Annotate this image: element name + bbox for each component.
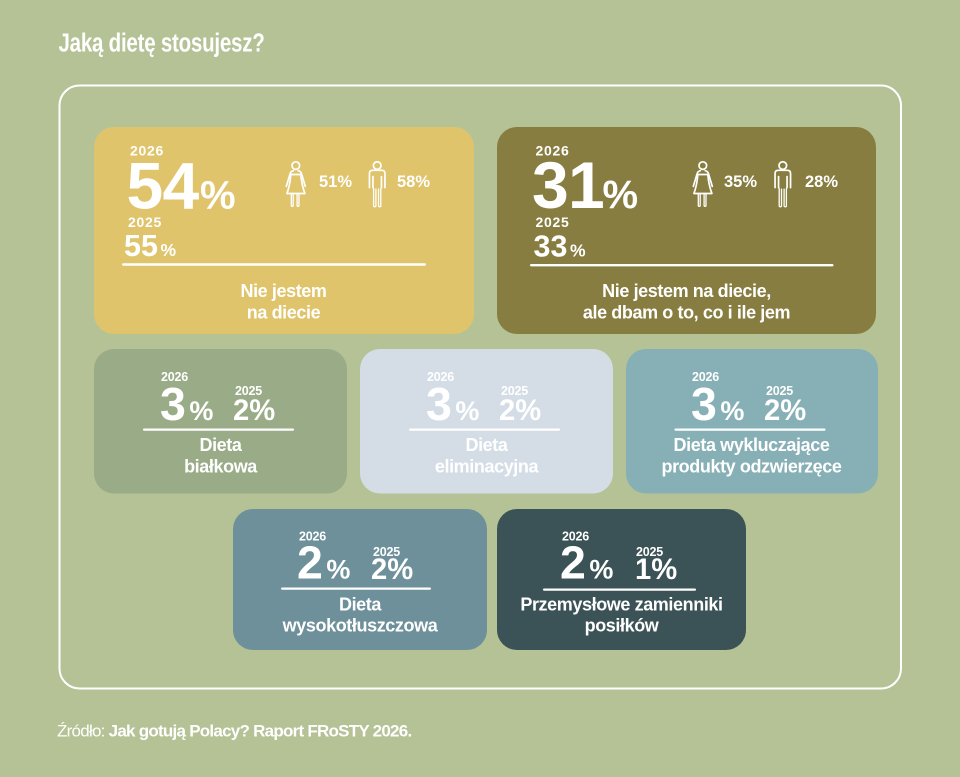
- svg-text:2026: 2026: [161, 370, 188, 384]
- svg-text:Dieta wykluczające: Dieta wykluczające: [674, 435, 830, 455]
- svg-text:Dieta: Dieta: [465, 435, 508, 455]
- svg-text:2%: 2%: [371, 554, 413, 586]
- svg-text:2026: 2026: [130, 143, 164, 159]
- svg-text:Dieta: Dieta: [339, 595, 382, 615]
- svg-text:2025: 2025: [636, 545, 663, 559]
- svg-text:wysokotłuszczowa: wysokotłuszczowa: [282, 616, 439, 636]
- svg-text:35%: 35%: [724, 173, 757, 191]
- svg-text:Nie jestem: Nie jestem: [240, 281, 326, 301]
- svg-text:białkowa: białkowa: [184, 457, 258, 477]
- svg-text:na diecie: na diecie: [247, 303, 321, 323]
- svg-text:2026: 2026: [299, 530, 326, 544]
- svg-text:Przemysłowe zamienniki: Przemysłowe zamienniki: [520, 595, 722, 615]
- svg-text:2%: 2%: [499, 395, 541, 427]
- svg-text:1%: 1%: [635, 554, 677, 586]
- svg-text:2025: 2025: [766, 384, 793, 398]
- svg-text:2025: 2025: [235, 384, 262, 398]
- svg-text:posiłków: posiłków: [585, 616, 660, 636]
- svg-text:2025: 2025: [128, 214, 162, 230]
- svg-text:2%: 2%: [233, 395, 275, 427]
- svg-text:produkty odzwierzęce: produkty odzwierzęce: [661, 457, 841, 477]
- svg-text:2025: 2025: [536, 214, 570, 230]
- svg-text:eliminacyjna: eliminacyjna: [435, 457, 540, 477]
- svg-text:2025: 2025: [501, 384, 528, 398]
- svg-text:2026: 2026: [536, 143, 570, 159]
- svg-text:2026: 2026: [562, 530, 589, 544]
- svg-text:28%: 28%: [805, 173, 838, 191]
- svg-text:58%: 58%: [397, 173, 430, 191]
- svg-text:2026: 2026: [427, 370, 454, 384]
- svg-text:Jaką dietę stosujesz?: Jaką dietę stosujesz?: [59, 28, 265, 57]
- svg-text:2025: 2025: [373, 545, 400, 559]
- svg-text:Nie jestem na diecie,: Nie jestem na diecie,: [602, 281, 771, 301]
- svg-text:ale dbam o to, co i ile jem: ale dbam o to, co i ile jem: [583, 303, 790, 323]
- svg-text:51%: 51%: [319, 173, 352, 191]
- svg-text:Źródło: Jak gotują Polacy? Rap: Źródło: Jak gotują Polacy? Raport FRoSTY…: [57, 722, 411, 741]
- svg-text:2026: 2026: [692, 370, 719, 384]
- svg-text:2%: 2%: [764, 395, 806, 427]
- svg-text:Dieta: Dieta: [199, 435, 242, 455]
